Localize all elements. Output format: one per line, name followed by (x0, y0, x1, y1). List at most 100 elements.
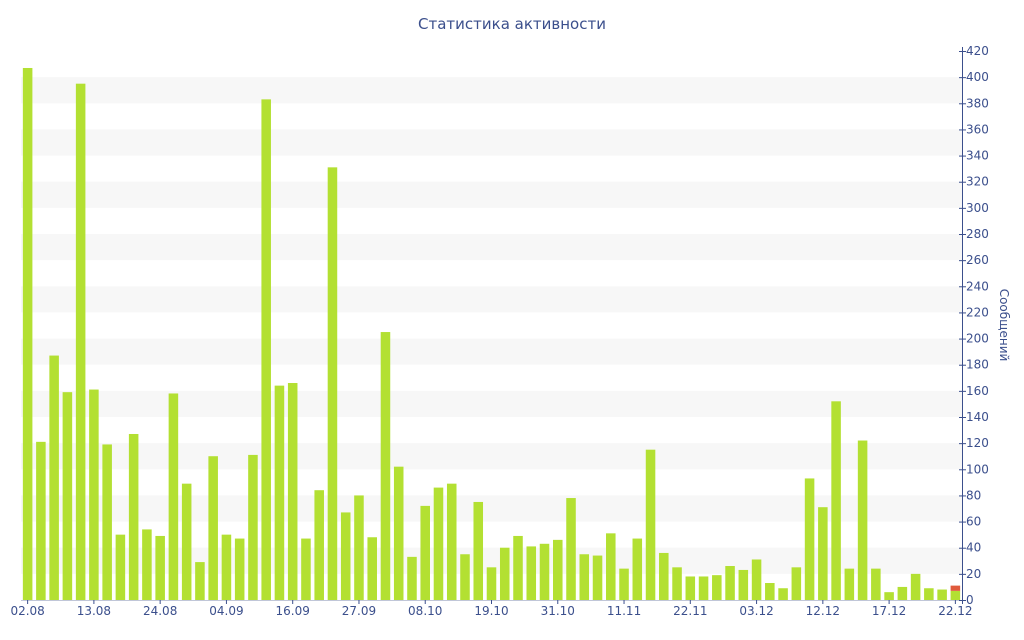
bar (354, 495, 364, 600)
bar (857, 440, 868, 600)
bar (672, 567, 682, 600)
bar (619, 568, 629, 600)
y-tick-label: 340 (966, 149, 989, 163)
y-tick-label: 60 (966, 515, 981, 529)
bar (738, 569, 749, 600)
bar (645, 449, 656, 600)
bar (62, 392, 73, 600)
y-tick-label: 300 (966, 201, 989, 215)
y-tick-label: 0 (966, 593, 974, 607)
bar (791, 567, 802, 600)
bar (301, 538, 311, 600)
chart-title: Статистика активности (418, 15, 606, 33)
bar (566, 498, 576, 600)
x-tick-label: 22.12 (938, 604, 972, 618)
x-tick-label: 03.12 (739, 604, 773, 618)
y-tick-label: 200 (966, 332, 989, 346)
bar (49, 355, 59, 600)
bar (513, 535, 523, 600)
bar (831, 401, 841, 600)
bar (89, 389, 99, 600)
x-tick-label: 22.11 (673, 604, 707, 618)
bar (340, 512, 351, 600)
grid-band (21, 443, 962, 470)
bar (420, 505, 430, 600)
bar (248, 454, 258, 600)
y-tick-label: 160 (966, 384, 989, 398)
x-tick-label: 12.12 (806, 604, 840, 618)
bar (168, 393, 179, 600)
bar (460, 554, 470, 600)
y-tick-label: 320 (966, 175, 989, 189)
bar (155, 535, 165, 600)
x-tick-label: 08.10 (408, 604, 442, 618)
bar (950, 590, 961, 600)
bar (884, 592, 894, 600)
bar (486, 567, 497, 600)
bar (698, 576, 709, 600)
y-axis-title: Сообщений (997, 289, 1011, 362)
bar (924, 588, 934, 600)
bar (102, 444, 112, 600)
bar (659, 552, 669, 600)
bar (314, 490, 324, 600)
bars-group (22, 67, 961, 601)
x-tick-label: 04.09 (209, 604, 243, 618)
x-tick-label: 27.09 (342, 604, 376, 618)
y-tick-label: 420 (966, 44, 989, 58)
grid-band (21, 390, 962, 417)
bar (592, 555, 603, 600)
bar (128, 433, 139, 600)
bar (539, 543, 550, 600)
bar (274, 385, 285, 600)
bar (208, 456, 218, 600)
x-tick-label: 17.12 (872, 604, 906, 618)
bar (473, 501, 484, 600)
grid-band (21, 77, 962, 104)
bar (725, 566, 735, 600)
bar (553, 539, 563, 600)
bar (446, 483, 457, 600)
bar (433, 487, 444, 600)
x-tick-label: 13.08 (77, 604, 111, 618)
bar (897, 586, 908, 600)
bar (367, 537, 377, 600)
bar (526, 546, 537, 600)
x-tick-label: 19.10 (474, 604, 508, 618)
y-tick-label: 120 (966, 436, 989, 450)
grid-band (21, 181, 962, 208)
bar (327, 167, 338, 600)
y-tick-label: 180 (966, 358, 989, 372)
y-tick-label: 40 (966, 541, 981, 555)
bar (804, 478, 815, 600)
x-tick-label: 24.08 (143, 604, 177, 618)
bar (751, 559, 762, 600)
y-tick-label: 360 (966, 122, 989, 136)
bar (844, 568, 855, 600)
y-tick-label: 140 (966, 410, 989, 424)
bar (937, 589, 947, 600)
bar (393, 466, 404, 600)
axes-group: 0 20 40 60 80 100 120 140 160 180 200 220 240 260 280 3… (10, 44, 988, 618)
bar (261, 99, 271, 601)
bar (287, 383, 298, 600)
grid-band (21, 338, 962, 365)
y-tick-label: 280 (966, 227, 989, 241)
y-tick-label: 220 (966, 305, 989, 319)
bar (499, 547, 510, 600)
bar (22, 67, 33, 601)
x-tick-label: 31.10 (541, 604, 575, 618)
bar (115, 534, 126, 600)
bar (221, 534, 232, 600)
bar (778, 588, 788, 600)
bar (380, 332, 391, 600)
bar (142, 529, 152, 600)
bar (75, 83, 86, 601)
y-tick-label: 260 (966, 253, 989, 267)
bar (579, 554, 590, 600)
bar (36, 441, 46, 600)
bar (712, 575, 722, 600)
bar-highlight-segment (950, 585, 961, 591)
bar (871, 568, 881, 600)
